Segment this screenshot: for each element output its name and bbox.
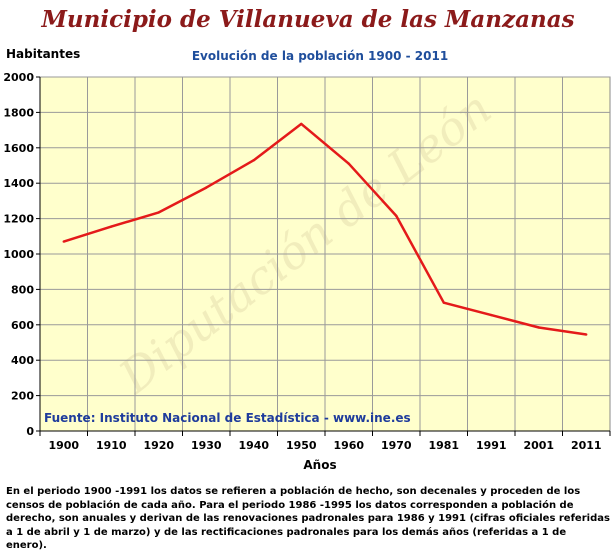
x-tick-label: 1970 (381, 439, 412, 452)
data-point (395, 214, 398, 218)
data-point (442, 301, 445, 304)
page-title: Municipio de Villanueva de las Manzanas (41, 6, 575, 33)
y-tick-label: 200 (11, 390, 34, 403)
source-note: Fuente: Instituto Nacional de Estadístic… (44, 411, 411, 425)
data-point (205, 186, 208, 189)
population-line (63, 122, 587, 336)
y-tick-label: 1600 (3, 142, 34, 155)
chart-title: Evolución de la población 1900 - 2011 (191, 49, 449, 63)
x-tick-label: 2001 (523, 439, 554, 452)
y-axis-label: Habitantes (6, 47, 81, 61)
data-point (110, 225, 113, 228)
data-point (157, 211, 160, 214)
population-chart: Diputación de León0200400600800100012001… (3, 71, 611, 472)
x-tick-label: 1940 (238, 439, 269, 452)
x-tick-label: 1920 (143, 439, 174, 452)
data-point (252, 158, 255, 162)
data-point (347, 162, 350, 165)
data-point (62, 240, 65, 243)
y-tick-label: 600 (11, 319, 34, 332)
data-point (585, 333, 588, 336)
footnote: En el periodo 1900 -1991 los datos se re… (6, 486, 610, 551)
y-tick-label: 400 (11, 354, 34, 367)
data-point (537, 326, 540, 329)
y-tick-label: 1200 (3, 213, 34, 226)
data-point (490, 313, 493, 317)
x-axis-label: Años (303, 458, 336, 472)
x-tick-label: 1930 (191, 439, 222, 452)
x-tick-label: 1960 (333, 439, 364, 452)
x-tick-label: 1900 (48, 439, 79, 452)
x-tick-label: 1991 (476, 439, 507, 452)
y-tick-label: 0 (26, 425, 34, 438)
x-tick-label: 2011 (571, 439, 602, 452)
data-point (300, 122, 303, 126)
x-tick-label: 1910 (96, 439, 127, 452)
y-tick-label: 1000 (3, 248, 34, 261)
x-tick-label: 1950 (286, 439, 317, 452)
y-tick-label: 2000 (3, 71, 34, 84)
y-tick-label: 1800 (3, 106, 34, 119)
y-tick-label: 800 (11, 283, 34, 296)
y-tick-label: 1400 (3, 177, 34, 190)
x-tick-label: 1981 (428, 439, 459, 452)
